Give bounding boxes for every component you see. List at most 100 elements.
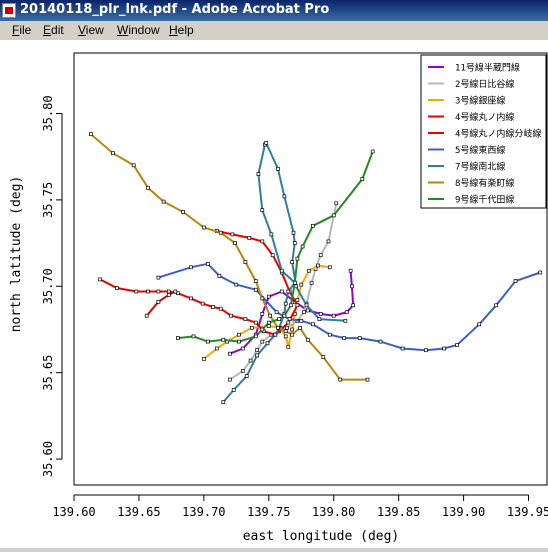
pdf-app-icon (2, 3, 16, 18)
station-point (250, 325, 254, 330)
station-point (166, 289, 171, 294)
y-tick-label: 35.80 (41, 95, 55, 131)
menu-edit[interactable]: Edit (43, 23, 64, 37)
station-point (342, 336, 346, 340)
station-point (260, 239, 265, 244)
station-point (348, 268, 353, 273)
station-point (321, 355, 326, 359)
y-tick-label: 35.60 (41, 441, 55, 477)
window-title: 20140118_plr_lnk.pdf - Adobe Acrobat Pro (20, 2, 330, 17)
station-point (243, 260, 248, 264)
station-point (274, 310, 279, 315)
series-line (145, 290, 176, 317)
station-point (287, 317, 292, 321)
station-point (295, 303, 300, 308)
station-point (327, 265, 332, 270)
station-point (318, 253, 323, 258)
menu-bar: File Edit View Window Help (0, 21, 548, 41)
station-point (181, 210, 185, 214)
station-point (266, 294, 271, 299)
station-point (260, 208, 265, 213)
y-axis-title: north latitude (deg) (9, 176, 24, 333)
station-point (291, 230, 296, 235)
station-point (229, 313, 233, 318)
series-line (99, 230, 299, 336)
x-tick-label: 139.85 (377, 505, 420, 519)
station-point (255, 348, 259, 353)
series-line (177, 151, 374, 343)
station-point (191, 334, 196, 339)
station-point (255, 353, 259, 358)
station-point (360, 177, 365, 181)
station-point (290, 260, 295, 264)
station-point (200, 301, 205, 306)
station-point (290, 327, 295, 332)
station-point (286, 320, 291, 325)
legend-label: 2号線日比谷線 (455, 78, 514, 90)
station-point (253, 320, 258, 325)
legend-label: 4号線丸ノ内線分岐線 (455, 128, 541, 140)
menu-help[interactable]: Help (169, 23, 194, 37)
station-point (455, 343, 459, 347)
station-point (240, 369, 245, 373)
station-point (256, 172, 261, 176)
station-point (277, 317, 282, 321)
legend-label: 7号線南北線 (455, 161, 505, 173)
station-point (286, 289, 291, 294)
station-point (218, 230, 223, 235)
station-point (131, 163, 136, 168)
x-tick-label: 139.80 (312, 505, 355, 519)
station-point (166, 293, 171, 297)
station-point (227, 377, 232, 382)
station-point (211, 305, 215, 309)
subway-map-chart: 139.60 139.65 139.70 139.75 139.80 139.85 139.… (9, 52, 548, 544)
x-tick-label: 139.90 (442, 505, 485, 519)
station-point (260, 296, 265, 301)
station-point (202, 225, 206, 230)
x-tick-label: 139.60 (52, 505, 95, 519)
station-point (134, 289, 139, 294)
station-point (442, 346, 446, 351)
station-point (494, 303, 498, 308)
station-point (300, 244, 305, 249)
station-point (316, 263, 320, 268)
station-point (205, 339, 210, 344)
menu-file[interactable]: File (12, 23, 32, 37)
station-point (309, 280, 314, 285)
station-point (146, 289, 150, 294)
station-point (365, 377, 370, 382)
legend-label: 11号線半蔵門線 (455, 62, 520, 74)
station-point (338, 377, 343, 382)
station-point (311, 322, 315, 327)
menu-view[interactable]: View (78, 23, 104, 37)
station-point (260, 312, 265, 316)
series-line (203, 264, 330, 360)
menu-window[interactable]: Window (117, 23, 160, 37)
station-point (295, 256, 300, 261)
station-point (276, 325, 280, 330)
series-line (158, 262, 541, 352)
station-point (317, 317, 322, 321)
station-point (253, 287, 258, 292)
station-point (234, 282, 239, 287)
y-tick-label: 35.65 (41, 355, 55, 391)
station-point (370, 149, 375, 154)
station-point (305, 337, 310, 342)
station-point (227, 351, 232, 356)
station-point (240, 346, 245, 351)
station-point (156, 275, 161, 280)
station-point (156, 289, 161, 294)
station-point (231, 388, 236, 392)
station-point (276, 166, 280, 171)
station-point (283, 334, 288, 339)
station-point (266, 320, 271, 325)
station-point (295, 298, 300, 302)
station-point (269, 232, 274, 237)
station-point (189, 265, 193, 270)
station-point (318, 312, 323, 316)
station-point (243, 317, 248, 321)
y-tick-label: 35.70 (41, 268, 55, 304)
station-point (286, 344, 291, 349)
x-tick-label: 139.75 (247, 505, 290, 519)
station-point (189, 296, 193, 301)
